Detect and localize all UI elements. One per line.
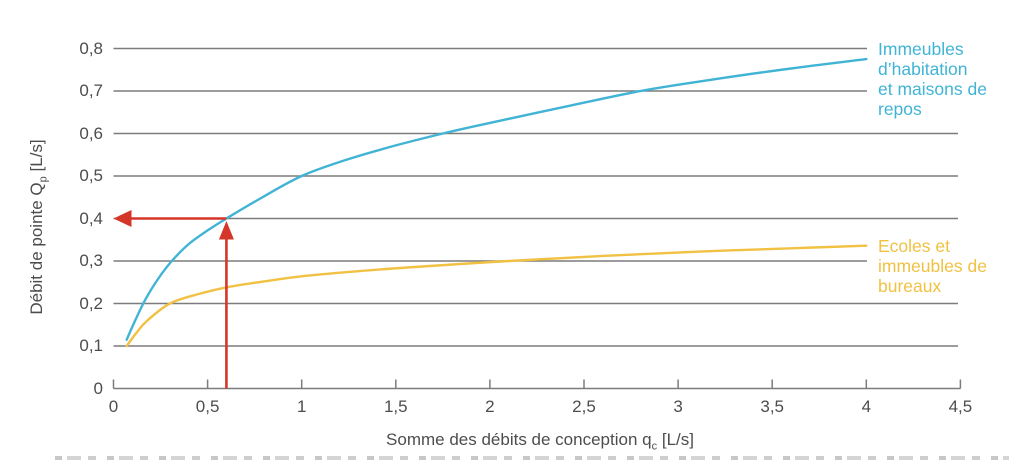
x-tick-label: 4 xyxy=(861,397,872,416)
x-axis-label-subscript: c xyxy=(651,440,658,453)
curve-immeubles-habitation xyxy=(125,57,868,341)
x-tick-label: 1 xyxy=(296,397,307,416)
x-tick-label: 2 xyxy=(485,397,495,416)
y-axis-label: Débit de pointe Qp [L/s] xyxy=(27,139,50,315)
y-tick-label: 0,4 xyxy=(79,208,103,228)
y-axis-label-subscript: p xyxy=(37,176,50,183)
y-tick-label: 0,7 xyxy=(79,81,103,100)
legend-line: repos xyxy=(878,99,922,119)
annotation-left-arrowhead xyxy=(113,210,132,227)
y-tick-label: 0,5 xyxy=(79,166,103,185)
legend-line: Ecoles et xyxy=(878,236,950,256)
x-tick-label: 0,5 xyxy=(195,397,220,416)
legend-line: et maisons de xyxy=(878,79,987,99)
x-axis-label: Somme des débits de conception qc [L/s] xyxy=(386,430,694,453)
legend-line: immeubles de xyxy=(878,256,987,276)
x-tick-label: 3 xyxy=(673,397,683,416)
y-tick-label: 0,6 xyxy=(79,123,103,143)
cropped-caption-remnant xyxy=(55,456,1009,460)
y-tick-label: 0,1 xyxy=(79,336,103,355)
annotation-up-arrowhead xyxy=(218,221,234,240)
y-tick-label: 0 xyxy=(93,378,103,398)
curve-ecoles-bureaux xyxy=(125,244,868,348)
y-tick-label: 0,3 xyxy=(79,251,103,270)
x-tick-label: 2,5 xyxy=(572,397,596,416)
legend-line: d’habitation xyxy=(878,59,968,79)
legend-line: Immeubles xyxy=(878,39,964,59)
x-tick-label: 3,5 xyxy=(760,397,785,416)
y-tick-label: 0,8 xyxy=(79,38,103,58)
x-tick-label: 0 xyxy=(108,397,119,416)
legend-immeubles-habitation: Immeubles d’habitation et maisons de rep… xyxy=(878,39,987,119)
x-tick-label: 4,5 xyxy=(948,397,973,416)
legend-ecoles-bureaux: Ecoles et immeubles de bureaux xyxy=(878,236,987,296)
y-tick-label: 0,2 xyxy=(79,293,103,313)
legend-line: bureaux xyxy=(878,276,942,296)
x-tick-label: 1,5 xyxy=(383,397,408,416)
